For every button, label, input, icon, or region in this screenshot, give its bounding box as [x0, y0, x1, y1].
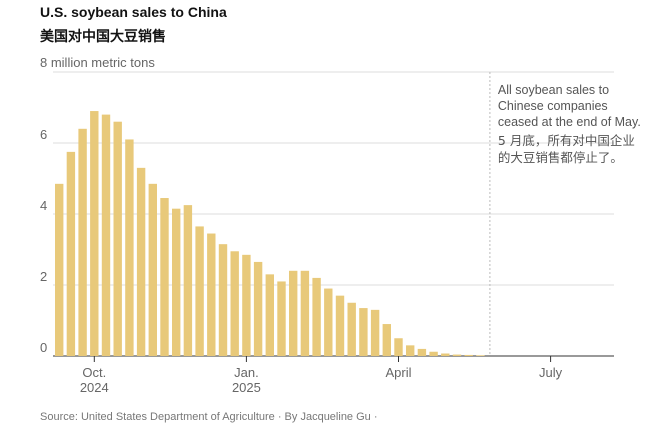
annotation-text: All soybean sales to Chinese companies cea… — [498, 83, 641, 165]
y-tick-label: 0 — [40, 340, 47, 355]
bar — [347, 302, 356, 356]
bar-series — [55, 111, 485, 356]
chart-subtitle: 美国对中国大豆销售 — [40, 29, 166, 45]
annotation-line-en: All soybean sales to — [498, 83, 609, 97]
bar — [160, 198, 169, 356]
bar — [55, 183, 64, 356]
bar — [300, 270, 310, 356]
bar — [452, 354, 462, 356]
bar — [207, 233, 216, 356]
annotation-line-zh: 5 月底，所有对中国企业 — [498, 133, 635, 148]
bar — [324, 288, 333, 356]
chart-title: U.S. soybean sales to China — [40, 4, 227, 20]
annotation-line-zh: 的大豆销售都停止了。 — [498, 150, 623, 165]
bar — [90, 111, 99, 356]
bar — [66, 151, 76, 356]
bar — [406, 345, 415, 356]
bar — [394, 338, 403, 356]
bar — [312, 277, 321, 356]
annotation-line-en: ceased at the end of May. — [498, 115, 641, 129]
bar — [277, 281, 286, 356]
y-axis-label: 8 million metric tons — [40, 55, 155, 70]
x-tick-year-label: 2024 — [80, 380, 109, 395]
x-axis-ticks: Oct.2024 Jan.2025 April July — [80, 356, 563, 395]
bar — [218, 244, 228, 356]
y-tick-label: 6 — [40, 127, 47, 142]
annotation-line-en: Chinese companies — [498, 99, 608, 113]
bar — [370, 309, 380, 356]
bar — [289, 270, 298, 356]
bar — [429, 351, 438, 356]
bar — [359, 308, 368, 356]
bar — [417, 348, 427, 356]
bar — [265, 274, 274, 356]
source-credit: Source: United States Department of Agri… — [40, 411, 378, 423]
bar — [113, 121, 122, 356]
y-tick-label: 4 — [40, 198, 47, 213]
bar — [242, 254, 251, 356]
bar — [382, 324, 391, 356]
bar — [335, 295, 345, 356]
bar — [464, 354, 473, 356]
bar — [78, 128, 87, 356]
bar — [183, 205, 193, 356]
x-tick-label: Jan. — [234, 365, 259, 380]
bar — [148, 183, 157, 356]
grid-lines — [53, 71, 614, 357]
y-tick-label: 2 — [40, 269, 47, 284]
bar — [476, 355, 485, 356]
bar — [172, 208, 181, 356]
x-tick-label: April — [385, 365, 411, 380]
x-tick-label: Oct. — [82, 365, 106, 380]
x-tick-year-label: 2025 — [232, 380, 261, 395]
x-tick-label: July — [539, 365, 563, 380]
bar — [125, 139, 134, 356]
bar — [253, 261, 263, 356]
bar — [230, 251, 239, 356]
bar — [195, 226, 204, 356]
bar — [441, 353, 450, 356]
bar — [136, 167, 146, 356]
y-axis-ticks: 0 2 4 6 — [40, 127, 47, 355]
bar — [101, 114, 111, 356]
